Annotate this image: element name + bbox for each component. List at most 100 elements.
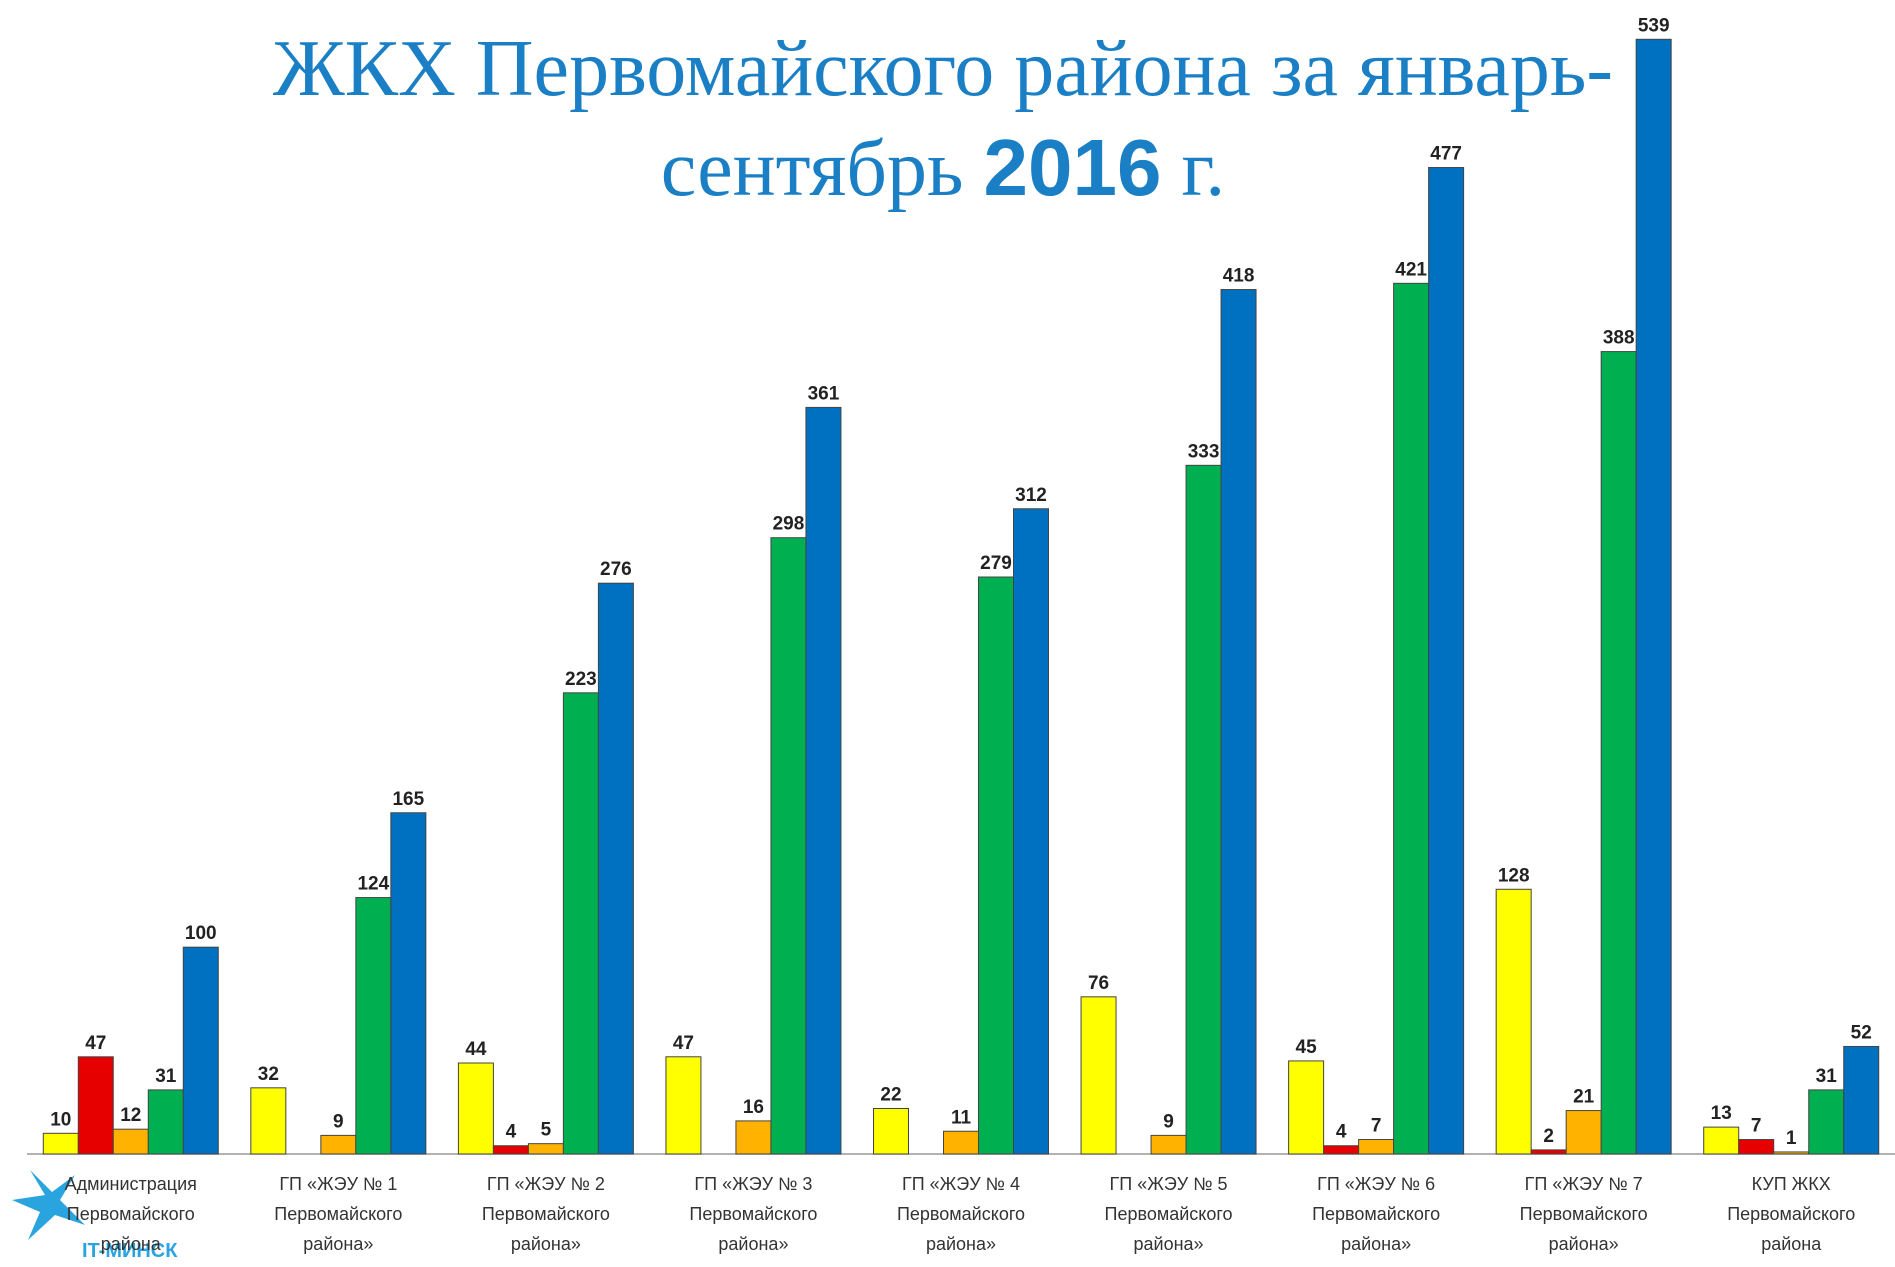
bar	[1495, 888, 1532, 1155]
data-label: 312	[1015, 485, 1047, 506]
bar	[665, 1056, 702, 1155]
bar	[1773, 1151, 1810, 1155]
data-label: 124	[357, 874, 389, 895]
data-label: 2	[1543, 1126, 1554, 1147]
data-label: 361	[808, 383, 840, 404]
x-tick-label: ГП «ЖЭУ № 3 Первомайского района»	[689, 1174, 817, 1254]
bar	[492, 1145, 529, 1155]
bar	[873, 1108, 909, 1155]
bar	[597, 582, 634, 1155]
x-tick-label: ГП «ЖЭУ № 1 Первомайского района»	[274, 1174, 402, 1254]
x-tick-label: ГП «ЖЭУ № 6 Первомайского района»	[1312, 1174, 1440, 1254]
data-label: 9	[1163, 1111, 1174, 1132]
data-label: 100	[185, 923, 217, 944]
bar	[1220, 289, 1257, 1155]
data-label: 52	[1851, 1022, 1872, 1043]
bar	[1843, 1045, 1880, 1155]
data-label: 7	[1371, 1116, 1382, 1137]
bar	[1393, 282, 1430, 1155]
data-label: 13	[1711, 1103, 1732, 1124]
data-label: 1	[1786, 1128, 1797, 1149]
data-label: 539	[1638, 15, 1670, 36]
data-label: 128	[1498, 865, 1530, 886]
data-label: 477	[1430, 144, 1462, 165]
bar	[1185, 464, 1222, 1155]
data-label: 333	[1188, 441, 1220, 462]
data-label: 10	[50, 1109, 71, 1130]
bar	[735, 1120, 772, 1155]
data-label: 31	[155, 1066, 177, 1087]
data-label: 165	[392, 789, 424, 810]
bar	[770, 537, 807, 1155]
bar	[390, 812, 427, 1155]
data-label: 76	[1088, 973, 1109, 994]
bar	[355, 897, 392, 1155]
bar	[1703, 1126, 1740, 1155]
x-tick-label: ГП «ЖЭУ № 7 Первомайского района»	[1520, 1174, 1648, 1254]
bar	[250, 1087, 287, 1155]
bar	[1150, 1134, 1187, 1155]
bar	[805, 406, 842, 1155]
data-label: 47	[673, 1033, 694, 1054]
bar	[1738, 1139, 1775, 1155]
bar	[457, 1062, 494, 1155]
data-label: 32	[258, 1064, 279, 1085]
title-year: 2016	[983, 123, 1161, 212]
data-label: 388	[1603, 328, 1635, 349]
bar	[562, 692, 599, 1155]
bar	[1080, 996, 1117, 1155]
bar	[1600, 351, 1637, 1155]
data-label: 421	[1395, 259, 1427, 280]
bar	[1288, 1060, 1325, 1155]
data-label: 418	[1223, 266, 1255, 287]
bar	[1323, 1145, 1360, 1155]
bar	[1530, 1149, 1567, 1155]
data-label: 4	[1336, 1122, 1347, 1143]
bar	[1808, 1089, 1845, 1155]
bar	[1428, 167, 1465, 1155]
logo-text: IT-МИНСК	[82, 1240, 178, 1262]
data-label: 16	[743, 1097, 764, 1118]
data-label: 22	[880, 1085, 901, 1106]
bar	[77, 1056, 114, 1155]
bar	[147, 1089, 184, 1155]
title-part: сентябрь	[661, 125, 984, 213]
data-label: 47	[85, 1033, 106, 1054]
bar	[943, 1130, 979, 1155]
data-label: 9	[333, 1111, 344, 1132]
data-label: 21	[1573, 1087, 1595, 1108]
data-label: 7	[1751, 1116, 1762, 1137]
data-label: 4	[506, 1122, 517, 1143]
chart-title-line2: сентябрь 2016 г.	[661, 123, 1225, 213]
data-label: 44	[465, 1039, 487, 1060]
bar	[978, 576, 1014, 1155]
bar	[182, 946, 219, 1155]
bar	[1358, 1139, 1395, 1155]
bar	[42, 1132, 79, 1155]
data-label: 298	[773, 514, 805, 535]
bar	[1635, 38, 1672, 1155]
title-part: г.	[1161, 125, 1225, 213]
data-label: 223	[565, 669, 597, 690]
x-tick-label: Администрация Первомайского района	[65, 1174, 197, 1254]
x-tick-label: ГП «ЖЭУ № 5 Первомайского района»	[1105, 1174, 1233, 1254]
chart-title: ЖКХ Первомайского района за январь-	[273, 25, 1613, 113]
x-tick-label: ГП «ЖЭУ № 4 Первомайского района»	[897, 1174, 1025, 1254]
bar	[1565, 1110, 1602, 1155]
logo-icon	[12, 1170, 85, 1240]
data-label: 5	[541, 1120, 552, 1141]
bar	[112, 1128, 149, 1155]
data-label: 279	[980, 553, 1012, 574]
data-label: 276	[600, 559, 632, 580]
bar	[1013, 508, 1049, 1155]
bar	[320, 1134, 357, 1155]
data-label: 31	[1816, 1066, 1838, 1087]
data-label: 11	[951, 1107, 972, 1128]
data-label: 45	[1296, 1037, 1318, 1058]
data-label: 12	[120, 1105, 141, 1126]
bar	[527, 1143, 564, 1155]
x-tick-label: КУП ЖКХ Первомайского района	[1727, 1174, 1855, 1254]
x-tick-label: ГП «ЖЭУ № 2 Первомайского района»	[482, 1174, 610, 1254]
